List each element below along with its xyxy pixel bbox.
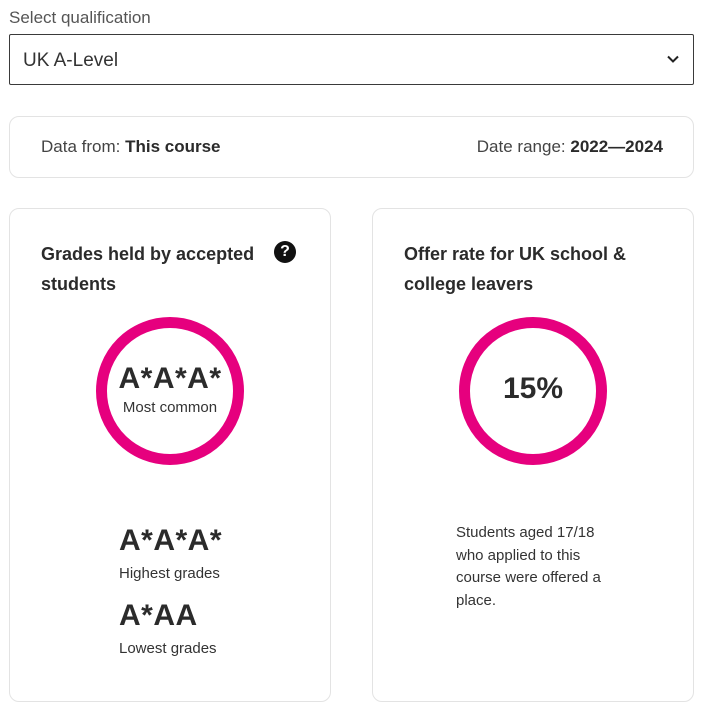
offer-rate-ring: 15% xyxy=(459,317,607,465)
offer-rate-card: Offer rate for UK school & college leave… xyxy=(372,208,694,702)
grades-card: Grades held by accepted students ? A*A*A… xyxy=(9,208,331,702)
chevron-down-icon xyxy=(667,55,679,63)
lowest-grade: A*AA xyxy=(119,599,198,632)
highest-grade: A*A*A* xyxy=(119,524,223,557)
qualification-select-value: UK A-Level xyxy=(23,50,119,71)
most-common-label: Most common xyxy=(122,399,218,416)
data-from-value: This course xyxy=(125,137,221,156)
offer-rate-card-title: Offer rate for UK school & college leave… xyxy=(404,244,627,294)
help-icon[interactable]: ? xyxy=(274,241,296,263)
data-from: Data from: This course xyxy=(41,137,221,157)
qualification-label: Select qualification xyxy=(9,8,151,27)
highest-grade-label: Highest grades xyxy=(119,565,220,582)
date-range-label: Date range: xyxy=(476,137,566,156)
date-range: Date range: 2022—2024 xyxy=(477,137,663,157)
grades-card-title: Grades held by accepted students xyxy=(41,244,255,294)
most-common-ring: A*A*A* Most common xyxy=(96,317,244,465)
data-from-label: Data from: xyxy=(41,137,121,156)
offer-rate-value: 15% xyxy=(502,372,564,405)
offer-rate-description: Students aged 17/18 who applied to this … xyxy=(456,524,601,609)
lowest-grade-label: Lowest grades xyxy=(119,640,217,657)
data-info-bar: Data from: This course Date range: 2022—… xyxy=(9,116,694,178)
qualification-select[interactable]: UK A-Level xyxy=(9,34,694,85)
date-range-value: 2022—2024 xyxy=(570,137,663,156)
most-common-grade: A*A*A* xyxy=(118,362,222,395)
